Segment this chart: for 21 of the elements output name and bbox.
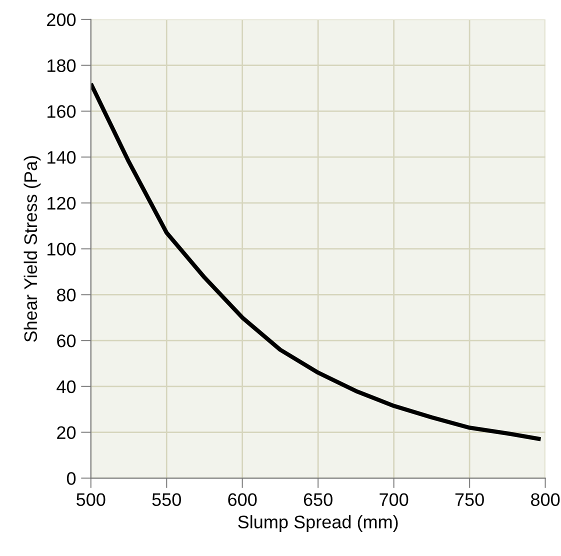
line-series	[90, 82, 543, 442]
y-axis-title: Shear Yield Stress (Pa)	[24, 156, 41, 342]
y-tick-label: 140	[48, 151, 76, 164]
x-tick-label: 500	[76, 493, 106, 506]
y-tick-label: 120	[48, 196, 76, 210]
y-tick-label: 80	[57, 288, 76, 302]
y-tick-label: 100	[48, 242, 76, 256]
x-tick-label: 700	[380, 493, 408, 506]
y-tick-label: 200	[47, 13, 76, 26]
y-tick-label: 40	[56, 380, 76, 394]
y-tick-label: 60	[57, 334, 76, 348]
x-tick-label: 650	[304, 493, 332, 506]
x-tick-label: 600	[228, 493, 257, 506]
y-tick-label: 20	[57, 426, 76, 440]
y-tick-label: 180	[48, 59, 76, 72]
x-tick-label: 800	[531, 493, 560, 506]
y-tick-label: 160	[48, 105, 76, 118]
x-axis-title: Slump Spread (mm)	[238, 515, 398, 532]
x-tick-label: 550	[152, 493, 181, 506]
y-tick-label: 0	[66, 472, 76, 485]
x-tick-label: 750	[455, 493, 484, 506]
